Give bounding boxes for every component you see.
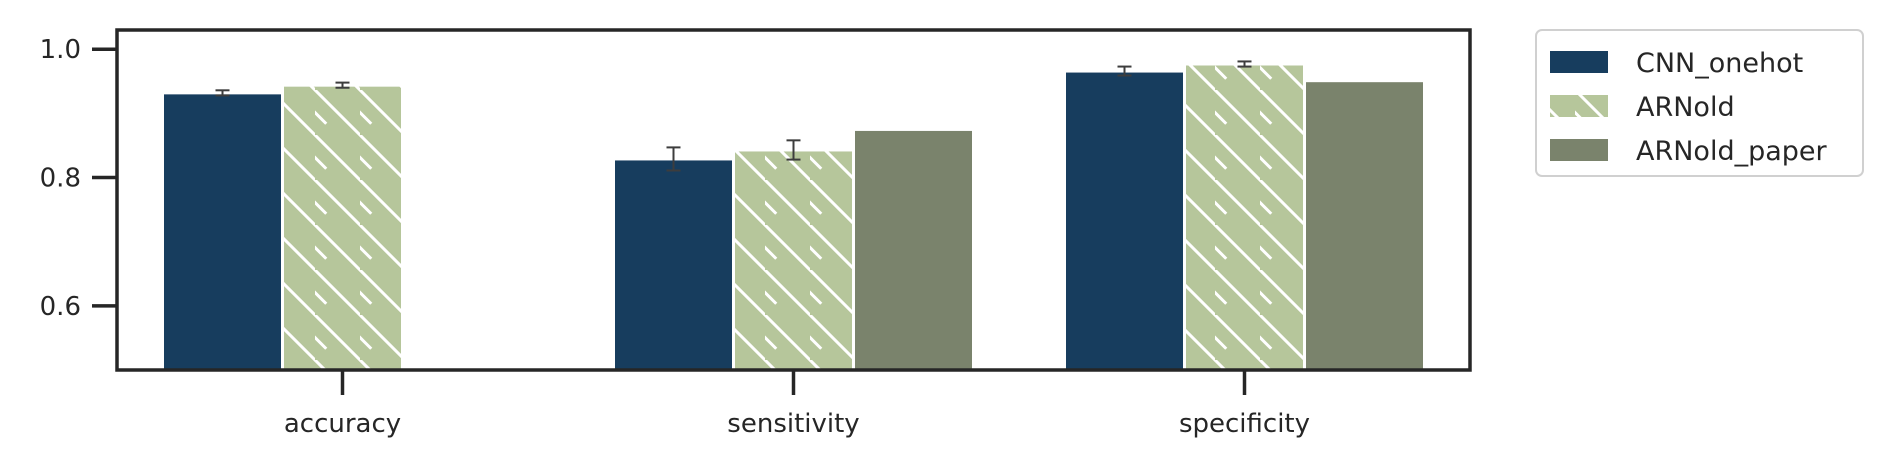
error-bar-cnn-onehot-sensitivity	[666, 146, 681, 172]
legend-label: ARNold_paper	[1636, 136, 1828, 167]
error-bar-arnold-specificity	[1237, 60, 1252, 68]
x-tick-label: specificity	[1179, 409, 1310, 439]
bar-cnn-onehot-accuracy	[161, 91, 284, 370]
legend-box	[1535, 29, 1864, 177]
bar-arnold-accuracy	[281, 83, 404, 370]
legend-label: ARNold	[1636, 92, 1735, 123]
x-axis: accuracy sensitivity specificity	[284, 370, 1310, 439]
error-bar-cnn-onehot-specificity	[1117, 65, 1132, 77]
bar-cnn-onehot-specificity	[1063, 69, 1186, 370]
legend-swatch-arnold	[1550, 95, 1608, 117]
legend: CNN_onehot ARNold ARNold_paper	[1535, 29, 1864, 177]
x-tick-label: accuracy	[284, 409, 401, 439]
y-tick-label: 1.0	[40, 35, 81, 65]
bars-layer	[161, 62, 1426, 370]
legend-swatch-arnold-paper	[1550, 139, 1608, 161]
error-bars-layer	[215, 60, 1252, 172]
error-bar-arnold-accuracy	[335, 81, 350, 89]
error-bar-arnold-sensitivity	[786, 139, 801, 161]
y-tick-label: 0.8	[40, 164, 81, 194]
x-tick-label: sensitivity	[727, 409, 859, 439]
bar-arnold-specificity	[1183, 62, 1306, 370]
y-axis: 0.6 0.8 1.0	[40, 35, 117, 322]
bar-cnn-onehot-sensitivity	[612, 157, 735, 370]
bar-arnold-sensitivity	[732, 148, 855, 370]
bar-arnold-paper-specificity	[1303, 79, 1426, 370]
legend-label: CNN_onehot	[1636, 48, 1803, 79]
error-bar-cnn-onehot-accuracy	[215, 89, 230, 97]
bar-arnold-paper-sensitivity	[852, 127, 975, 370]
legend-swatch-cnn-onehot	[1550, 51, 1608, 73]
y-tick-label: 0.6	[40, 292, 81, 322]
